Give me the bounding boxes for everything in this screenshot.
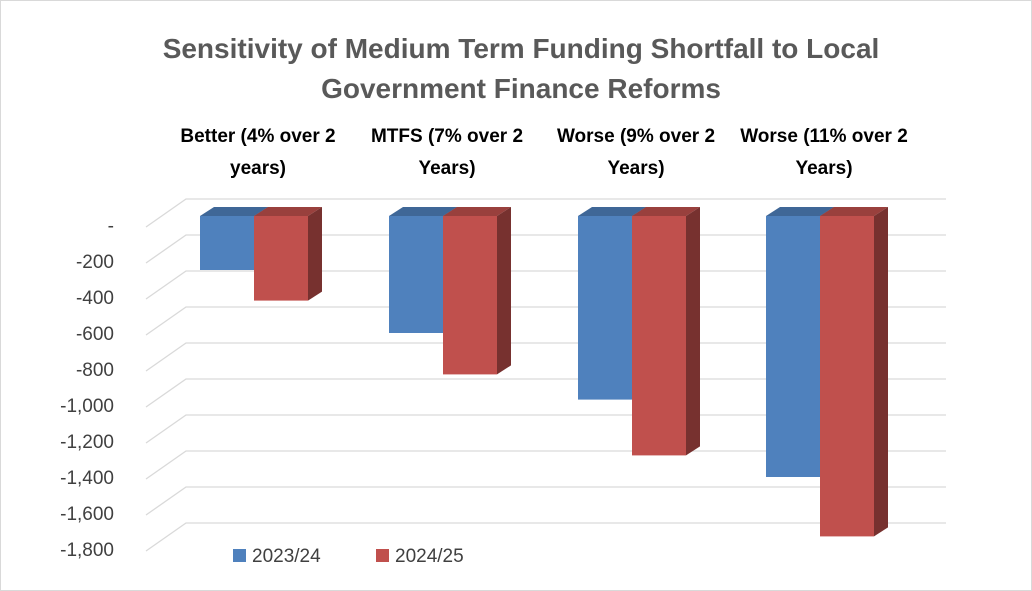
bar-top [578,207,646,216]
grid-line [145,198,946,228]
bar-side [686,207,700,456]
y-tick-label: -1,800 [60,540,114,561]
y-tick-label: - [108,216,114,237]
legend-label: 2024/25 [395,546,464,567]
bar-top [389,207,457,216]
legend-swatch [376,549,389,562]
bar-top [200,207,268,216]
bar-side [497,207,511,375]
bar-side [874,207,888,537]
bar-front [200,216,254,270]
bar-top [820,207,888,216]
grid-line [145,486,946,516]
legend-label: 2023/24 [252,546,321,567]
bar-top [254,207,322,216]
bar-front [578,216,632,400]
legend-swatch [233,549,246,562]
grid-line [145,522,946,552]
bar-front [632,216,686,456]
y-tick-label: -1,000 [60,396,114,417]
bar [254,207,322,301]
bar-side [308,207,322,301]
y-tick-label: -1,600 [60,504,114,525]
y-tick-label: -400 [76,288,114,309]
bar-top [443,207,511,216]
y-tick-label: -1,400 [60,468,114,489]
x-tick-label: MTFS (7% over 2 Years) [370,126,524,179]
y-tick-label: -600 [76,324,114,345]
x-tick-label: Worse (11% over 2 Years) [740,126,908,179]
bar-front [443,216,497,375]
y-tick-label: -200 [76,252,114,273]
bar-front [254,216,308,301]
x-tick-label: Better (4% over 2 years) [180,126,336,179]
chart-title: Sensitivity of Medium Term Funding Short… [162,33,880,104]
y-tick-label: -800 [76,360,114,381]
bar-top [766,207,834,216]
bar [632,207,700,456]
bar-front [389,216,443,333]
bar-top [632,207,700,216]
x-tick-label: Worse (9% over 2 Years) [556,126,716,179]
bar-front [766,216,820,477]
bar [820,207,888,537]
y-tick-label: -1,200 [60,432,114,453]
bar-front [820,216,874,537]
bar [443,207,511,375]
